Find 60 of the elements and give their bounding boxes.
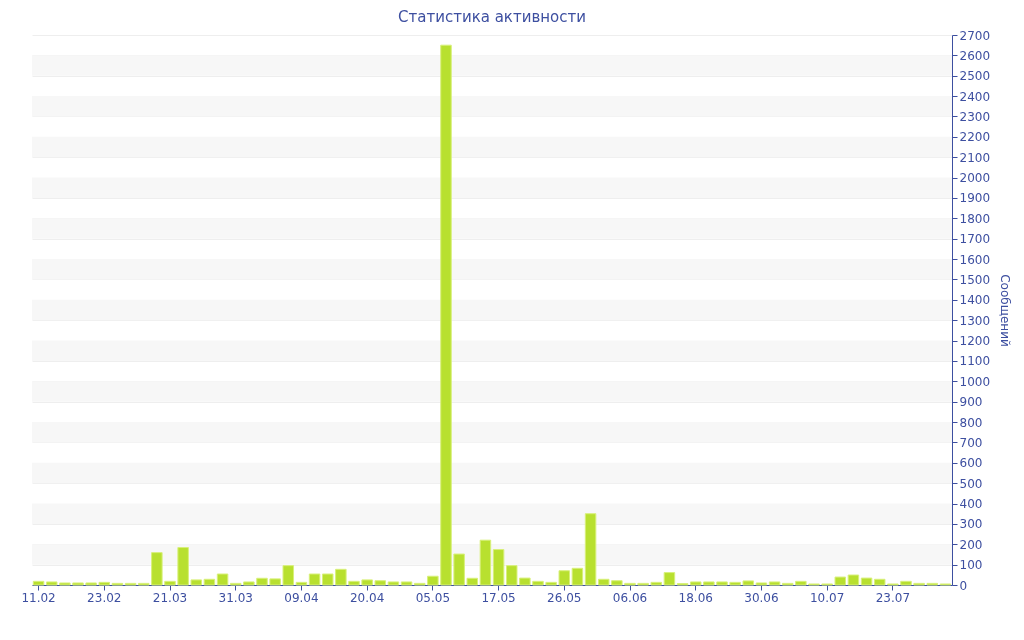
bar [308, 573, 321, 586]
x-tick-label: 30.06 [744, 590, 779, 605]
x-tick-label: 26.05 [547, 590, 582, 605]
y-tick-label: 0 [959, 578, 968, 593]
x-tick-label: 18.06 [678, 590, 713, 605]
y-tick-label: 2400 [959, 89, 991, 104]
bar [387, 581, 400, 586]
bar [32, 580, 45, 586]
x-tick-label: 23.02 [87, 590, 122, 605]
x-tick-label: 09.04 [284, 590, 319, 605]
bar [860, 577, 873, 586]
bar [400, 581, 413, 586]
bar [571, 567, 584, 586]
bar [203, 578, 216, 586]
y-tick-label: 700 [959, 435, 983, 450]
y-tick-label: 1600 [959, 252, 991, 267]
y-tick-label: 800 [959, 415, 983, 430]
bar [663, 572, 676, 586]
y-tick-label: 600 [959, 456, 983, 471]
y-tick-label: 1700 [959, 232, 991, 247]
bar [584, 513, 597, 586]
x-tick-label: 20.04 [349, 590, 385, 605]
y-tick-label: 500 [959, 476, 983, 491]
x-tick-label: 11.02 [21, 590, 56, 605]
y-tick-label: 2100 [959, 150, 991, 165]
y-axis-title: Сообщений [998, 274, 1013, 347]
bar [492, 549, 505, 586]
x-tick-label: 10.07 [809, 590, 845, 605]
x-tick-label: 23.07 [875, 590, 911, 605]
y-tick-label: 1900 [959, 191, 991, 206]
chart-title: Статистика активности [398, 8, 586, 26]
y-tick-label: 900 [959, 395, 983, 410]
y-tick-label: 2500 [959, 69, 991, 84]
bar [847, 574, 860, 586]
y-tick-label: 2200 [959, 130, 991, 145]
y-tick-label: 1800 [959, 211, 991, 226]
x-tick-label: 06.06 [612, 590, 648, 605]
y-tick-label: 1000 [959, 374, 991, 389]
bar [755, 582, 768, 586]
y-tick-label: 200 [959, 537, 983, 552]
bar [216, 573, 229, 586]
y-tick-label: 2600 [959, 48, 991, 63]
y-tick-label: 2000 [959, 171, 991, 186]
y-tick-label: 1500 [959, 272, 991, 287]
bar [768, 581, 781, 586]
x-tick-label: 05.05 [415, 590, 451, 605]
y-tick-label: 1300 [959, 313, 991, 328]
x-tick-label: 17.05 [481, 590, 516, 605]
y-tick-label: 1400 [959, 293, 991, 308]
bar [479, 539, 492, 586]
y-tick-label: 300 [959, 517, 983, 532]
y-tick-label: 2300 [959, 109, 991, 124]
y-tick-label: 1200 [959, 334, 991, 349]
x-tick-label: 21.03 [152, 590, 188, 605]
y-tick-label: 2700 [959, 28, 991, 43]
y-tick-label: 1100 [959, 354, 991, 369]
y-tick-label: 400 [959, 497, 983, 512]
bar [295, 581, 308, 586]
x-tick-label: 31.03 [218, 590, 253, 605]
y-tick-label: 100 [959, 558, 983, 573]
